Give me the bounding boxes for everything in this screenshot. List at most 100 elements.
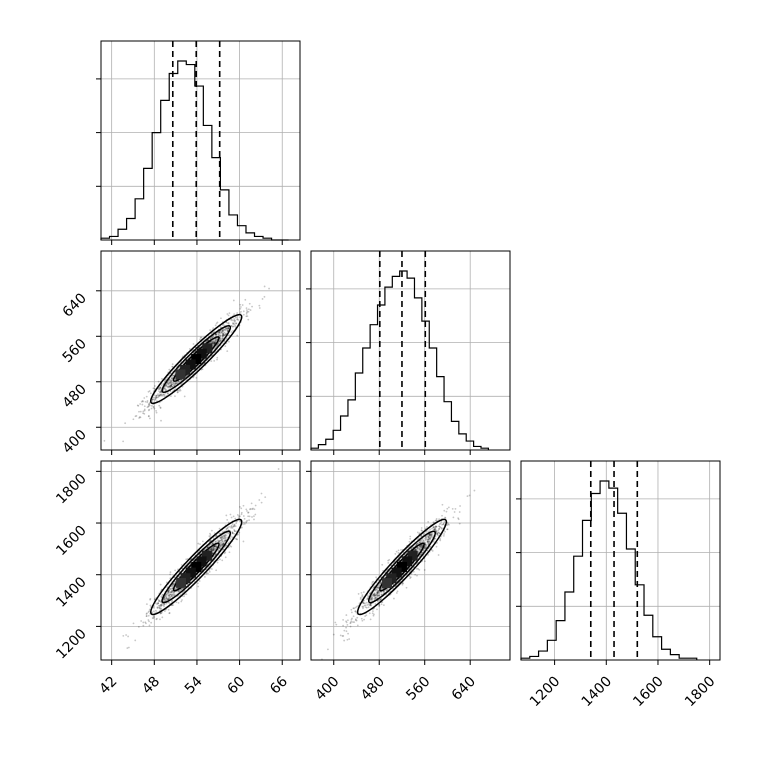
sample-point [219,536,222,539]
sample-point [440,521,443,524]
sample-point [235,322,237,325]
sample-point [371,612,374,615]
sample-point [209,532,211,535]
sample-point [343,629,346,632]
sample-point [437,554,440,556]
sample-point [159,407,162,409]
sample-point [435,545,438,548]
sample-point [153,407,156,410]
sample-point [174,382,177,385]
sample-point [134,639,137,642]
x-tick-label: 560 [403,674,433,704]
sample-point [234,525,237,528]
sample-point [224,556,227,559]
sample-point [253,518,255,521]
sample-point [169,591,172,594]
sample-point [162,394,164,397]
sample-point [370,596,373,599]
sample-point [220,536,223,539]
sample-point [147,405,150,408]
sample-point [167,598,169,601]
sample-point [415,567,418,570]
sample-point [235,530,238,533]
sample-point [212,548,215,551]
sample-point [169,573,172,576]
sample-point [161,594,164,596]
sample-point [373,592,376,595]
sample-point [230,325,233,327]
sample-point [170,379,173,382]
sample-point [423,569,426,571]
sample-point [165,389,167,392]
sample-point [220,542,223,544]
sample-point [342,635,345,637]
sample-point [232,515,235,518]
sample-point [221,332,224,335]
sample-point [372,580,375,583]
sample-point [427,536,430,538]
sample-point [127,635,130,638]
sample-point [226,526,229,529]
sample-point [125,634,127,636]
sample-point [159,618,161,621]
sample-point [166,376,169,379]
sample-point [157,380,160,383]
sample-point [134,415,137,418]
sample-point [253,508,256,511]
sample-point [375,587,378,589]
sample-point [213,342,216,344]
sample-point [445,510,448,513]
sample-point [377,600,379,603]
sample-point [247,308,250,311]
sample-point [143,412,146,415]
sample-point [381,563,384,566]
sample-point [397,549,400,552]
sample-point [170,595,173,598]
sample-point [343,639,346,642]
sample-point [153,394,156,396]
sample-point [224,327,227,330]
sample-point [219,332,222,334]
sample-point [378,605,381,607]
sample-point [143,409,146,412]
sample-point [223,535,226,538]
sample-point [228,551,231,554]
sample-point [219,542,222,545]
sample-point [143,408,146,411]
sample-point [374,598,377,600]
sample-point [220,535,223,538]
sample-point [229,544,231,547]
sample-point [231,526,234,529]
sample-point [220,543,223,546]
sample-point [155,411,158,414]
sample-point [454,507,457,510]
sample-point [420,546,423,549]
sample-point [233,529,236,531]
sample-point [212,341,214,343]
sample-point [159,394,162,397]
sample-point [171,585,174,587]
sample-point [222,332,225,335]
sample-point [138,416,141,418]
sample-point [212,335,215,338]
sample-point [218,339,221,342]
sample-point [405,586,408,589]
sample-point [166,598,169,601]
sample-point [156,394,159,397]
sample-point [172,374,175,377]
sample-point [160,394,163,397]
sample-point [425,536,427,538]
sample-point [409,535,412,538]
sample-point [177,589,180,592]
sample-point [219,539,221,542]
sample-point [418,545,421,548]
sample-point [234,517,237,520]
sample-point [180,588,183,591]
sample-point [177,601,180,604]
sample-point [139,410,142,413]
sample-point [223,534,226,537]
sample-point [219,544,222,547]
sample-point [365,606,368,609]
sample-point [222,335,224,338]
